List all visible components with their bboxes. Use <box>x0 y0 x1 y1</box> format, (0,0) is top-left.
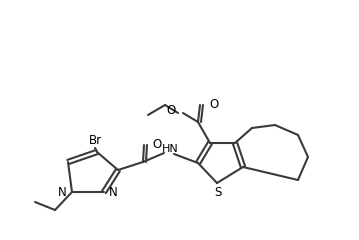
Text: S: S <box>214 186 222 198</box>
Text: O: O <box>167 103 176 116</box>
Text: Br: Br <box>88 134 102 148</box>
Text: O: O <box>209 97 218 110</box>
Text: N: N <box>109 186 118 199</box>
Text: O: O <box>152 138 161 150</box>
Text: N: N <box>58 186 67 199</box>
Text: HN: HN <box>162 144 178 154</box>
